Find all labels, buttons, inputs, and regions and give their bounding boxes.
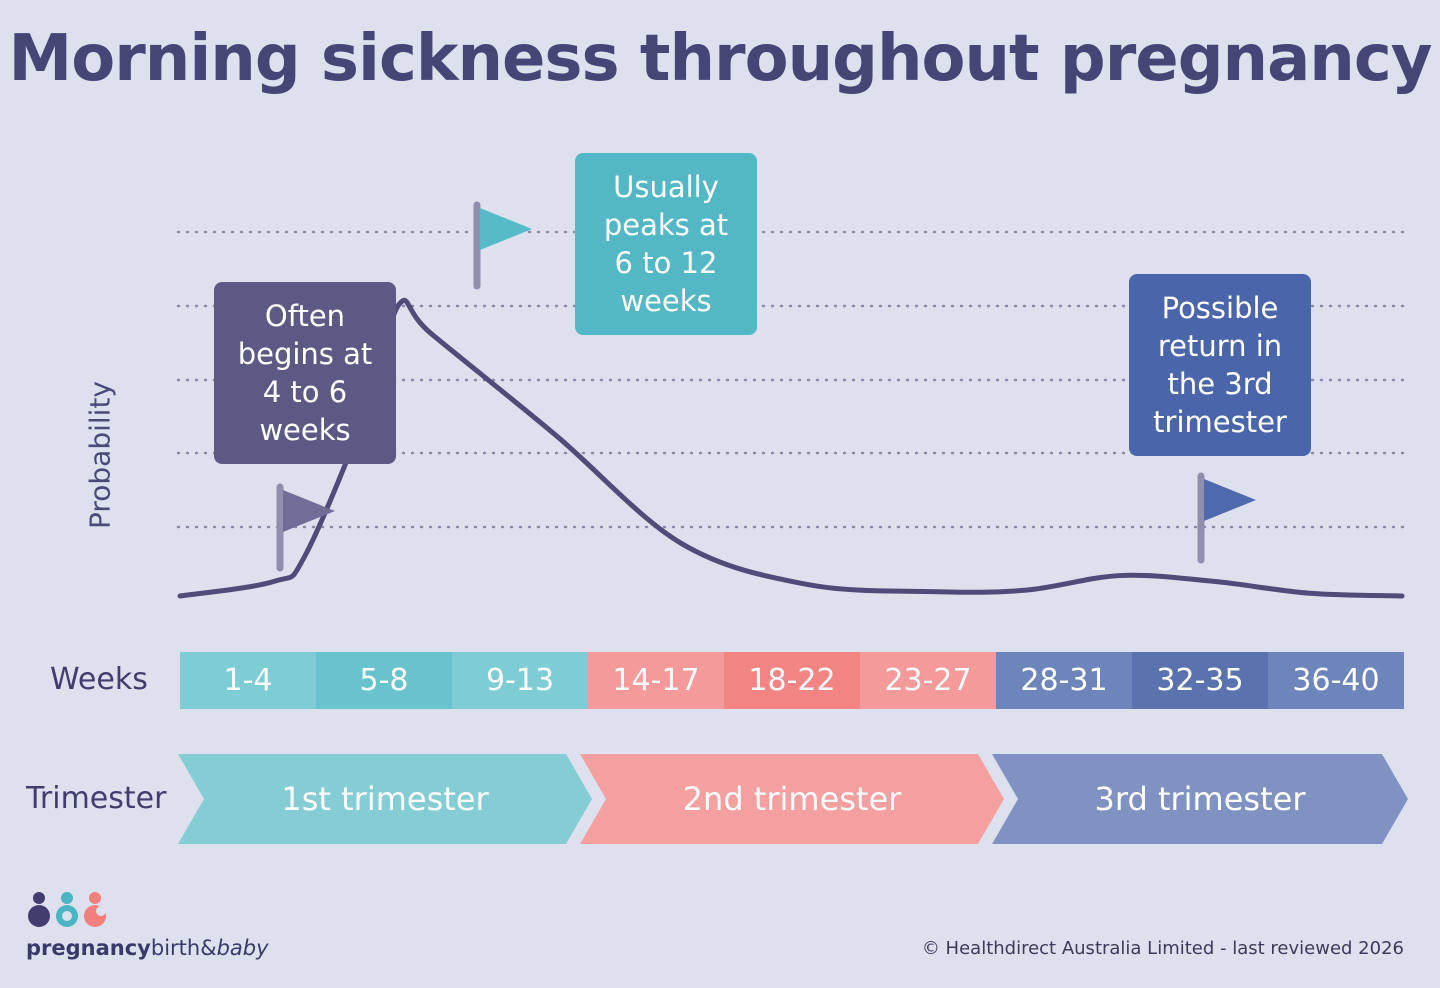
trimester-chevron-1: 1st trimester (178, 754, 592, 844)
week-cell: 1-4 (180, 652, 316, 709)
week-label: 23-27 (884, 663, 972, 698)
week-cell: 14-17 (588, 652, 724, 709)
week-cell: 32-35 (1132, 652, 1268, 709)
flag-icon (1204, 479, 1256, 521)
probability-curve (177, 297, 1405, 599)
trimester-label: 2nd trimester (682, 780, 902, 818)
trimester-chevron-2: 2nd trimester (580, 754, 1004, 844)
week-label: 1-4 (223, 663, 273, 698)
week-label: 14-17 (612, 663, 700, 698)
week-label: 28-31 (1020, 663, 1108, 698)
page-title: Morning sickness throughout pregnancy (8, 22, 1433, 96)
trimester-bar: 1st trimester 2nd trimester 3rd trimeste… (178, 754, 1410, 844)
brand-part-1: pregnancy (26, 936, 151, 960)
flag-icon (480, 208, 532, 250)
callout-begins: Often begins at 4 to 6 weeks (214, 282, 396, 464)
week-label: 18-22 (748, 663, 836, 698)
trimester-row-label: Trimester (26, 781, 167, 816)
week-cell: 36-40 (1268, 652, 1404, 709)
trimester-chevron-3: 3rd trimester (992, 754, 1408, 844)
week-cell: 28-31 (996, 652, 1132, 709)
callout-peaks: Usually peaks at 6 to 12 weeks (575, 153, 757, 335)
week-cell: 23-27 (860, 652, 996, 709)
trimester-label: 1st trimester (281, 780, 489, 818)
trimester-label: 3rd trimester (1094, 780, 1306, 818)
week-cell: 5-8 (316, 652, 452, 709)
week-label: 32-35 (1156, 663, 1244, 698)
brand-part-3: baby (216, 936, 269, 960)
week-cell: 9-13 (452, 652, 588, 709)
brand-wordmark: pregnancybirth&baby (26, 936, 269, 960)
week-label: 9-13 (485, 663, 555, 698)
week-cell: 18-22 (724, 652, 860, 709)
weeks-row-label: Weeks (50, 662, 148, 697)
callout-return: Possible return in the 3rd trimester (1129, 274, 1311, 456)
brand-part-2: birth& (150, 936, 217, 960)
copyright-text: © Healthdirect Australia Limited - last … (921, 938, 1404, 959)
weeks-bar: 1-4 5-8 9-13 14-17 18-22 23-27 28-31 32-… (180, 652, 1404, 709)
brand-logo-icon (28, 892, 106, 927)
week-label: 36-40 (1292, 663, 1380, 698)
week-label: 5-8 (359, 663, 409, 698)
flag-icon (283, 490, 335, 532)
